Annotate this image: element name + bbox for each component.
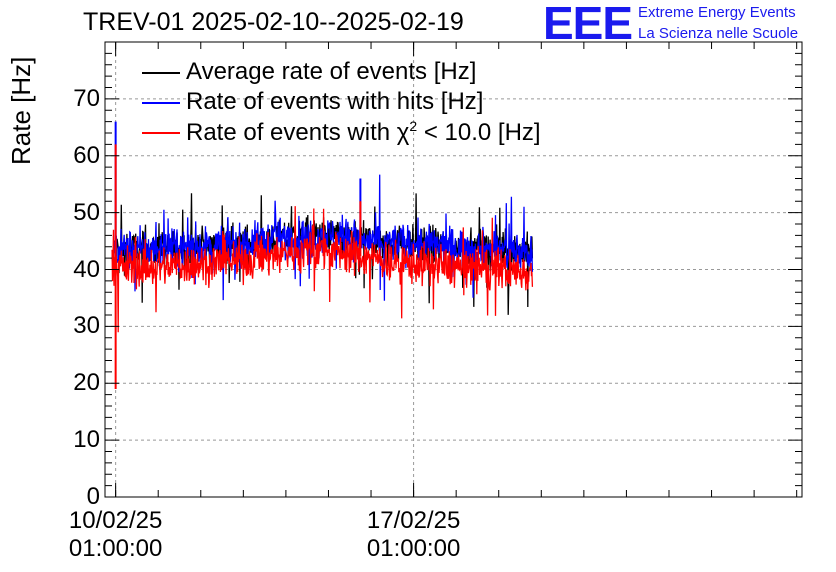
y-axis-label: Rate [Hz] — [6, 56, 36, 165]
legend-chi2-prefix: Rate of events with — [186, 119, 397, 146]
legend-chi2-suffix: < 10.0 [Hz] — [417, 119, 541, 146]
legend-chi2-sup: 2 — [409, 118, 418, 134]
legend-label-average: Average rate of events [Hz] — [186, 58, 477, 85]
eee-logo: EEE — [543, 0, 633, 49]
y-tick-label: 60 — [73, 141, 100, 169]
x-tick-date: 10/02/25 — [68, 507, 163, 534]
x-tick-label: 10/02/25 01:00:00 — [56, 507, 176, 563]
x-tick-time: 01:00:00 — [366, 535, 461, 562]
y-tick-label: 0 — [86, 483, 100, 510]
y-tick-label: 40 — [73, 255, 100, 283]
x-tick-date: 17/02/25 — [366, 507, 461, 534]
x-tick-label: 17/02/25 01:00:00 — [354, 507, 474, 563]
logo-caption-line1: Extreme Energy Events — [638, 4, 796, 21]
chart-title: TREV-01 2025-02-10--2025-02-19 — [83, 8, 464, 36]
axis-ticks — [105, 42, 802, 498]
series-line-2 — [111, 206, 534, 333]
logo-caption-line2: La Scienza nelle Scuole — [638, 25, 799, 42]
y-tick-label: 20 — [73, 369, 100, 397]
legend-swatch-hits — [142, 102, 180, 104]
y-tick-label: 70 — [73, 84, 100, 112]
y-tick-label: 50 — [73, 198, 100, 226]
legend-swatch-chi2 — [142, 132, 180, 134]
y-tick-label: 10 — [73, 426, 100, 454]
legend-label-hits: Rate of events with hits [Hz] — [186, 88, 484, 115]
y-tick-label: 30 — [73, 312, 100, 340]
legend-swatch-average — [142, 72, 180, 74]
legend-label-chi2: Rate of events with χ2 < 10.0 [Hz] — [186, 118, 541, 147]
series-line-1 — [111, 174, 534, 301]
x-tick-time: 01:00:00 — [68, 535, 163, 562]
legend-chi2-symbol: χ — [396, 119, 410, 146]
data-traces — [111, 121, 534, 389]
